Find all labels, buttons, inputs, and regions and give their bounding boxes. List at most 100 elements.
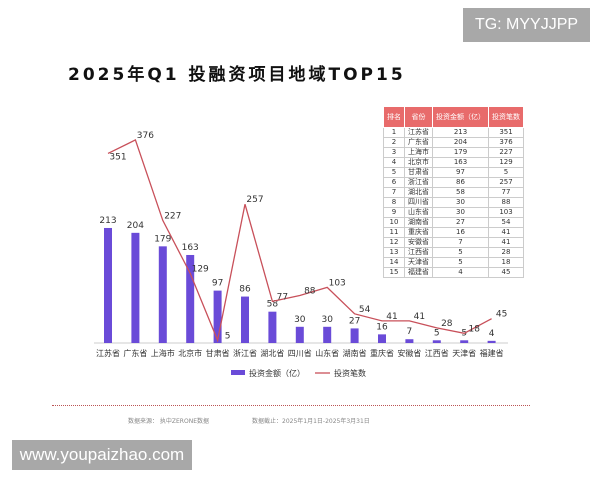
table-cell: 6 — [383, 177, 405, 188]
x-tick-label: 湖南省 — [343, 348, 367, 358]
table-cell: 1 — [383, 127, 405, 138]
bar — [241, 296, 249, 343]
table-cell: 北京市 — [404, 157, 433, 168]
legend-bar-swatch — [231, 370, 245, 375]
bar — [378, 334, 386, 343]
table-row: 1 江苏省 213 351 — [383, 127, 524, 138]
line-label: 88 — [304, 286, 316, 296]
table-cell: 2 — [383, 137, 405, 148]
bar-label: 7 — [407, 327, 413, 337]
bar — [213, 290, 222, 343]
bar — [186, 254, 195, 343]
table-cell: 41 — [488, 227, 524, 238]
table-row: 6 浙江省 86 257 — [383, 177, 524, 188]
bar-label: 58 — [267, 300, 279, 310]
bar-label: 213 — [99, 216, 116, 226]
table-cell: 8 — [383, 197, 405, 208]
table-header: 投资金额（亿） — [432, 106, 489, 128]
table-header: 省份 — [404, 106, 433, 128]
line-label: 129 — [192, 264, 209, 274]
table-cell: 重庆省 — [404, 227, 433, 238]
line-label: 5 — [225, 331, 231, 341]
watermark-top: TG: MYYJJPP — [463, 8, 590, 42]
table-cell: 14 — [383, 257, 405, 268]
table-cell: 163 — [432, 157, 489, 168]
legend-bar-label: 投资金额（亿） — [249, 368, 305, 378]
table-cell: 湖北省 — [404, 187, 433, 198]
table-header: 投资笔数 — [488, 106, 524, 128]
table-cell: 41 — [488, 237, 524, 248]
table-row: 4 北京市 163 129 — [383, 157, 524, 168]
x-tick-label: 福建省 — [480, 348, 504, 358]
line-label: 351 — [109, 152, 126, 162]
table-cell: 30 — [432, 197, 489, 208]
legend-line-label: 投资笔数 — [334, 368, 366, 378]
x-tick-label: 江苏省 — [96, 348, 120, 358]
table-cell: 103 — [488, 207, 524, 218]
table-cell: 湖南省 — [404, 217, 433, 228]
table-cell: 213 — [432, 127, 489, 138]
table-row: 8 四川省 30 88 — [383, 197, 524, 208]
bar-label: 179 — [154, 234, 171, 244]
bar-label: 4 — [489, 329, 495, 339]
table-row: 7 湖北省 58 77 — [383, 187, 524, 198]
table-cell: 江苏省 — [404, 127, 433, 138]
x-tick-label: 广东省 — [123, 348, 147, 358]
line-label: 257 — [246, 195, 263, 205]
table-row: 12 安徽省 7 41 — [383, 237, 524, 248]
table-cell: 28 — [488, 247, 524, 258]
bar-label: 97 — [212, 279, 223, 289]
table-cell: 4 — [432, 267, 489, 278]
table-row: 5 甘肃省 97 5 — [383, 167, 524, 178]
table-cell: 浙江省 — [404, 177, 433, 188]
x-tick-label: 江西省 — [425, 348, 449, 358]
x-tick-label: 上海市 — [151, 348, 175, 358]
table-row: 3 上海市 179 227 — [383, 147, 524, 158]
bar — [460, 340, 469, 343]
table-cell: 88 — [488, 197, 524, 208]
line-label: 41 — [386, 312, 397, 322]
table-cell: 15 — [383, 267, 405, 278]
table-cell: 45 — [488, 267, 524, 278]
table-cell: 甘肃省 — [404, 167, 433, 178]
line-label: 376 — [137, 131, 154, 141]
table-cell: 204 — [432, 137, 489, 148]
x-tick-label: 甘肃省 — [206, 348, 230, 358]
table-cell: 257 — [488, 177, 524, 188]
table-cell: 5 — [383, 167, 405, 178]
x-tick-label: 天津省 — [452, 348, 476, 358]
bar-label: 27 — [349, 316, 360, 326]
table-cell: 18 — [488, 257, 524, 268]
bar — [350, 328, 359, 343]
line-label: 41 — [414, 312, 425, 322]
bar — [405, 339, 414, 343]
bar — [158, 246, 167, 343]
table-cell: 27 — [432, 217, 489, 228]
table-cell: 5 — [432, 257, 489, 268]
line-label: 227 — [164, 211, 181, 221]
table-cell: 58 — [432, 187, 489, 198]
line-label: 45 — [496, 310, 507, 320]
table-row: 2 广东省 204 376 — [383, 137, 524, 148]
chart-title: 2025年Q1 投融资项目地域TOP15 — [68, 65, 406, 85]
data-period: 数据截止：2025年1月1日-2025年3月31日 — [252, 418, 370, 425]
table-cell: 54 — [488, 217, 524, 228]
table-cell: 13 — [383, 247, 405, 258]
table-cell: 179 — [432, 147, 489, 158]
table-cell: 3 — [383, 147, 405, 158]
table-row: 14 天津省 5 18 — [383, 257, 524, 268]
table-cell: 江西省 — [404, 247, 433, 258]
table-cell: 129 — [488, 157, 524, 168]
table-cell: 16 — [432, 227, 489, 238]
bar-label: 163 — [182, 243, 199, 253]
table-cell: 351 — [488, 127, 524, 138]
table-cell: 5 — [432, 247, 489, 258]
x-tick-label: 浙江省 — [233, 348, 257, 358]
line-label: 103 — [329, 278, 346, 288]
data-source: 数据来源： 执中ZERONE数据 — [128, 418, 209, 425]
chart: 213江苏省204广东省179上海市163北京市97甘肃省86浙江省58湖北省3… — [94, 131, 508, 378]
table-cell: 97 — [432, 167, 489, 178]
table-cell: 227 — [488, 147, 524, 158]
x-tick-label: 安徽省 — [397, 348, 421, 358]
bar — [295, 326, 304, 343]
